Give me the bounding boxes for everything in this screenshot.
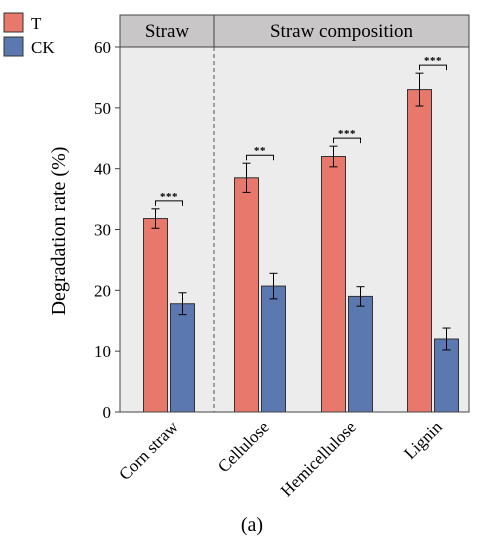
significance-label: *** xyxy=(424,55,442,67)
significance-bracket xyxy=(246,154,274,161)
figure-caption: (a) xyxy=(241,514,263,536)
x-tick-label: Hemicellulose xyxy=(277,417,360,500)
bar-t xyxy=(143,218,168,413)
bar-t xyxy=(321,156,346,413)
significance-label: *** xyxy=(338,128,356,140)
y-tick-label: 10 xyxy=(94,342,111,361)
legend-label: T xyxy=(31,14,42,33)
panel-header xyxy=(120,15,469,47)
significance-label: *** xyxy=(160,191,178,203)
bar-ck xyxy=(434,338,459,413)
legend-swatch-t xyxy=(3,12,24,33)
bar-t xyxy=(407,89,432,413)
y-tick-label: 30 xyxy=(94,221,111,240)
significance-label: ** xyxy=(254,145,266,157)
bar-ck xyxy=(348,295,373,413)
x-tick-label: Cellulose xyxy=(214,417,273,476)
y-tick-label: 20 xyxy=(94,281,111,300)
bar-t xyxy=(234,177,259,413)
significance-bracket xyxy=(333,137,361,144)
plot-frame xyxy=(119,14,470,413)
y-axis-title: Degradation rate (%) xyxy=(48,147,70,316)
y-tick-label: 60 xyxy=(94,38,111,57)
y-tick-label: 50 xyxy=(94,99,111,118)
significance-bracket xyxy=(155,200,183,206)
x-tick-label: Corn straw xyxy=(115,417,182,484)
legend-swatch-ck xyxy=(3,36,24,57)
panel-label: Straw xyxy=(145,21,190,42)
bar-ck xyxy=(261,285,286,413)
bar-ck xyxy=(170,303,195,413)
significance-bracket xyxy=(419,64,447,71)
panel-label: Straw composition xyxy=(270,21,414,42)
x-tick-label: Lignin xyxy=(400,417,446,463)
y-tick-label: 40 xyxy=(94,160,111,179)
legend-label: CK xyxy=(31,38,55,57)
y-tick-label: 0 xyxy=(103,403,112,422)
